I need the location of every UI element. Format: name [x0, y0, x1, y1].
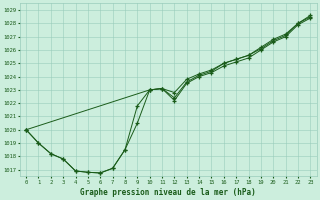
- X-axis label: Graphe pression niveau de la mer (hPa): Graphe pression niveau de la mer (hPa): [80, 188, 256, 197]
